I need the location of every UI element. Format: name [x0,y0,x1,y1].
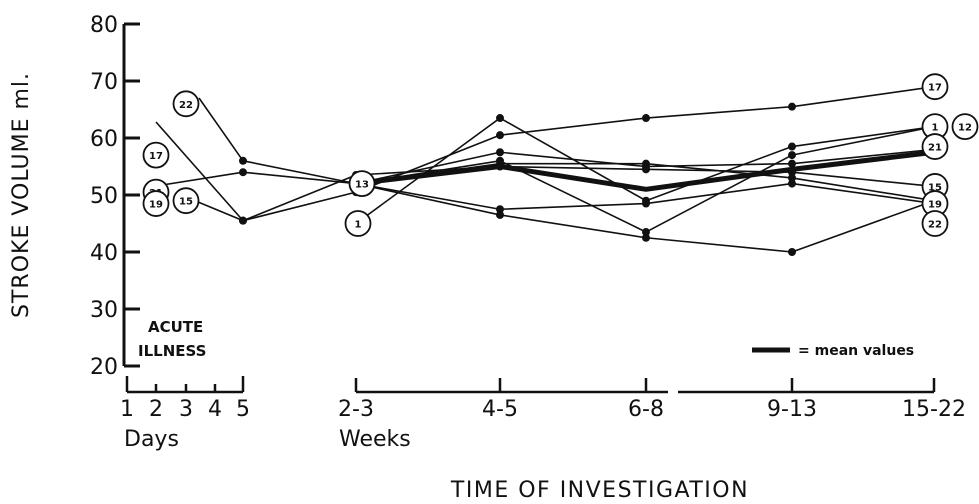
week-tick-label: 4-5 [482,397,518,422]
data-point [642,196,650,205]
patient-badge-init-15: 15 [172,187,200,215]
badge-label: 12 [958,123,972,134]
y-tick-label: 30 [90,298,118,323]
data-point [642,165,650,174]
series-line-12 [355,125,935,233]
badge-circle [921,73,949,101]
patient-badge-end-12: 12 [951,113,979,140]
y-tick-label: 20 [90,355,118,380]
badge-circle [172,90,200,118]
data-point [788,159,796,168]
patient-badge-end-21: 21 [921,133,949,160]
day-tick-label: 4 [208,397,222,422]
y-tick-label: 50 [90,184,118,209]
series-line-17 [242,85,935,222]
data-point [496,114,504,123]
series-points [239,82,938,256]
series-line-19 [355,182,935,253]
patient-badge-init-17: 17 [142,141,170,169]
patient-badge-init-22: 22 [172,90,200,118]
patient-badge-13: 13 [348,170,376,198]
y-tick-label: 70 [90,70,118,95]
y-ticks: 20 30 40 50 60 70 80 [90,13,140,380]
y-tick-label: 80 [90,13,118,38]
patient-badge-end-17: 17 [921,73,949,101]
data-point [788,173,796,182]
data-point [496,148,504,157]
y-tick-label: 60 [90,127,118,152]
data-point [788,179,796,188]
data-point [788,248,796,256]
series-line-15 [242,165,935,222]
badge-label: 21 [928,143,942,154]
series-lines [155,85,935,253]
series-line-22 [242,160,935,211]
patient-badge-init-19: 19 [142,190,170,217]
data-point [788,151,796,160]
badge-circle [348,170,376,198]
data-point [239,216,247,225]
badge-circle [921,210,949,237]
week-tick-label: 9-13 [767,397,817,422]
badge-label: 1 [932,123,939,134]
badge-circle [951,113,979,140]
patient-badge-1-start: 1 [344,210,372,237]
day-tick-label: 5 [236,397,250,422]
data-point [642,233,650,242]
patient-badges: 22172119151311711221151922 [142,73,979,237]
badge-circle [172,187,200,215]
mean-values-line [355,149,935,192]
legend: = mean values [752,343,914,359]
badge-label: 15 [928,182,942,193]
data-point [496,210,504,219]
legend-label: = mean values [798,343,914,359]
initial-line-21 [155,171,244,187]
week-tick-label: 6-8 [628,397,664,422]
initial-line-17 [155,121,244,222]
week-tick-label: 15-22 [902,397,966,422]
weeks-axis: 2-3 4-5 6-8 9-13 15-22 [338,378,966,422]
day-tick-label: 2 [149,397,163,422]
initial-line-22 [198,97,244,162]
data-point [788,102,796,111]
day-tick-label: 3 [179,397,193,422]
data-point [788,142,796,151]
y-tick-label: 40 [90,241,118,266]
data-point [642,228,650,237]
badge-circle [142,141,170,169]
badge-label: 1 [355,220,362,231]
badge-label: 17 [149,151,163,162]
acute-label-line2: ILLNESS [138,342,206,360]
data-point [642,114,650,123]
data-point [642,159,650,168]
data-point [239,156,247,165]
data-point [239,168,247,177]
badge-circle [344,210,372,237]
data-point [496,205,504,214]
badge-label: 15 [179,197,193,208]
badge-label: 17 [928,83,942,94]
y-axis-title: STROKE VOLUME ml. [9,72,34,318]
data-point [496,131,504,140]
days-unit-label: Days [124,427,179,452]
day-tick-label: 1 [120,397,134,422]
badge-label: 22 [179,100,193,111]
acute-label-line1: ACUTE [148,318,203,336]
patient-badge-end-22: 22 [921,210,949,237]
badge-circle [142,190,170,217]
x-axis-title: TIME OF INVESTIGATION [450,478,749,503]
badge-label: 22 [928,220,942,231]
badge-label: 13 [355,180,369,191]
badge-label: 19 [149,200,163,211]
badge-circle [921,133,949,160]
badge-label: 19 [928,200,942,211]
weeks-unit-label: Weeks [339,427,411,452]
week-tick-label: 2-3 [338,397,374,422]
